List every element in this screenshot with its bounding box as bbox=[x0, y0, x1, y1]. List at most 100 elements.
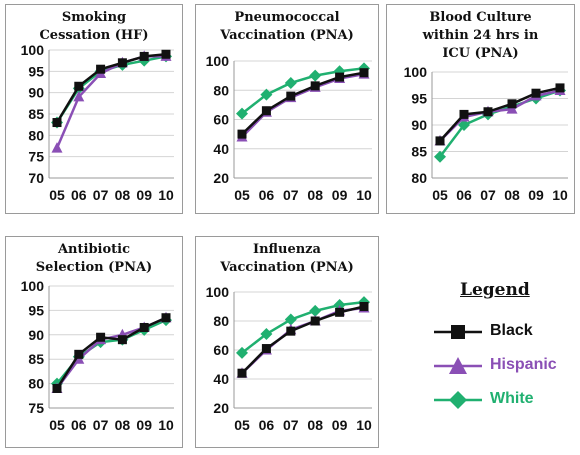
y-tick-label: 75 bbox=[28, 400, 44, 416]
y-tick-label: 95 bbox=[411, 91, 427, 107]
data-point-white bbox=[260, 328, 273, 341]
x-tick-label: 09 bbox=[332, 187, 348, 203]
y-tick-label: 100 bbox=[404, 64, 428, 80]
y-tick-label: 100 bbox=[206, 284, 230, 300]
chart-title-line: Cessation (HF) bbox=[39, 28, 149, 43]
y-tick-label: 100 bbox=[21, 42, 45, 58]
legend-label-hispanic: Hispanic bbox=[490, 356, 557, 373]
data-point-white bbox=[236, 107, 248, 120]
data-point-black bbox=[117, 335, 127, 345]
data-point-black bbox=[96, 332, 106, 342]
chart-panel-2: Pneumococcal Vaccination (PNA) 100 80 60 40 20… bbox=[195, 4, 379, 214]
x-tick-label: 06 bbox=[259, 417, 275, 433]
data-point-black bbox=[52, 118, 62, 128]
chart-panel-4: Antibiotic Selection (PNA) 100 95 90 85 80 75 05… bbox=[5, 236, 183, 448]
data-point-black bbox=[286, 91, 296, 101]
x-tick-label: 08 bbox=[115, 187, 131, 203]
x-tick-label: 10 bbox=[552, 187, 568, 203]
x-tick-label: 06 bbox=[456, 187, 472, 203]
y-tick-label: 85 bbox=[28, 351, 44, 367]
series-white bbox=[51, 314, 172, 390]
chart-svg: 100 80 60 40 20 05 06 07 08 09 10 bbox=[206, 284, 372, 433]
series-line-hispanic bbox=[241, 72, 365, 138]
x-tick-label: 05 bbox=[432, 187, 448, 203]
data-point-black bbox=[507, 99, 517, 109]
data-point-black bbox=[435, 136, 445, 146]
series-line-hispanic bbox=[241, 306, 365, 375]
chart-title-line: ICU (PNA) bbox=[442, 46, 519, 61]
y-tick-label: 90 bbox=[28, 85, 44, 101]
x-tick-label: 05 bbox=[49, 187, 65, 203]
x-tick-label: 06 bbox=[71, 187, 87, 203]
x-tick-label: 05 bbox=[234, 417, 250, 433]
series-black bbox=[237, 302, 369, 378]
data-point-black bbox=[261, 344, 271, 354]
data-point-black bbox=[286, 326, 296, 336]
data-point-black bbox=[335, 307, 345, 317]
chart-title: Blood Culture within 24 hrs in ICU (PNA) bbox=[387, 9, 574, 63]
data-point-black bbox=[96, 64, 106, 74]
y-tick-label: 85 bbox=[28, 106, 44, 122]
chart-svg: 100 95 90 85 80 05 06 07 08 09 10 bbox=[404, 64, 568, 203]
chart-title: Influenza Vaccination (PNA) bbox=[196, 241, 378, 277]
series-black bbox=[237, 68, 369, 139]
x-tick-label: 08 bbox=[504, 187, 520, 203]
legend-title: Legend bbox=[460, 280, 530, 300]
data-point-black bbox=[459, 109, 469, 119]
data-point-black bbox=[261, 106, 271, 116]
y-tick-label: 95 bbox=[28, 302, 44, 318]
y-tick-label: 90 bbox=[28, 327, 44, 343]
data-point-white bbox=[284, 76, 297, 89]
chart-title-line: Blood Culture bbox=[429, 10, 532, 25]
data-point-hispanic bbox=[506, 103, 518, 114]
data-point-black bbox=[139, 51, 149, 61]
chart-title-line: Vaccination (PNA) bbox=[220, 260, 354, 275]
chart-title-line: within 24 hrs in bbox=[422, 28, 539, 43]
y-tick-label: 80 bbox=[213, 313, 229, 329]
legend-item-white: White bbox=[430, 388, 580, 412]
series-white bbox=[236, 296, 370, 359]
x-tick-label: 06 bbox=[259, 187, 275, 203]
x-tick-label: 09 bbox=[332, 417, 348, 433]
data-point-black bbox=[117, 58, 127, 68]
data-point-black bbox=[74, 349, 84, 359]
chart-svg: 100 95 90 85 80 75 70 05 06 07 08 09 10 bbox=[21, 42, 174, 203]
y-tick-label: 80 bbox=[411, 170, 427, 186]
legend-square-icon bbox=[434, 325, 482, 339]
legend-triangle-icon bbox=[434, 357, 482, 374]
x-tick-label: 10 bbox=[158, 187, 174, 203]
x-tick-label: 06 bbox=[71, 417, 87, 433]
x-tick-label: 07 bbox=[480, 187, 496, 203]
chart-title-line: Smoking bbox=[61, 10, 127, 25]
chart-svg: 100 95 90 85 80 75 05 06 07 08 09 10 bbox=[21, 278, 174, 433]
data-point-white bbox=[260, 88, 273, 101]
series-hispanic bbox=[236, 301, 370, 378]
data-point-black bbox=[359, 68, 369, 78]
x-tick-label: 10 bbox=[356, 187, 372, 203]
data-point-white bbox=[284, 313, 297, 326]
y-tick-label: 60 bbox=[213, 112, 229, 128]
data-point-white bbox=[309, 304, 322, 317]
data-point-black bbox=[52, 383, 62, 393]
data-point-white bbox=[458, 119, 470, 131]
x-tick-label: 05 bbox=[234, 187, 250, 203]
chart-title-line: Antibiotic bbox=[57, 242, 131, 257]
legend-diamond-icon bbox=[434, 391, 482, 409]
x-tick-label: 08 bbox=[115, 417, 131, 433]
x-tick-label: 05 bbox=[49, 417, 65, 433]
y-tick-label: 95 bbox=[28, 63, 44, 79]
y-tick-label: 90 bbox=[411, 117, 427, 133]
y-tick-label: 20 bbox=[213, 170, 229, 186]
data-point-black bbox=[74, 81, 84, 91]
x-tick-label: 08 bbox=[307, 187, 323, 203]
y-tick-label: 40 bbox=[213, 371, 229, 387]
data-point-white bbox=[309, 69, 322, 82]
y-tick-label: 40 bbox=[213, 141, 229, 157]
x-tick-label: 10 bbox=[356, 417, 372, 433]
data-point-black bbox=[335, 72, 345, 82]
series-black bbox=[52, 313, 171, 393]
chart-panel-3: Blood Culture within 24 hrs in ICU (PNA) 10… bbox=[386, 4, 575, 214]
x-tick-label: 07 bbox=[93, 187, 109, 203]
x-tick-label: 07 bbox=[283, 417, 299, 433]
series-black bbox=[435, 83, 565, 146]
